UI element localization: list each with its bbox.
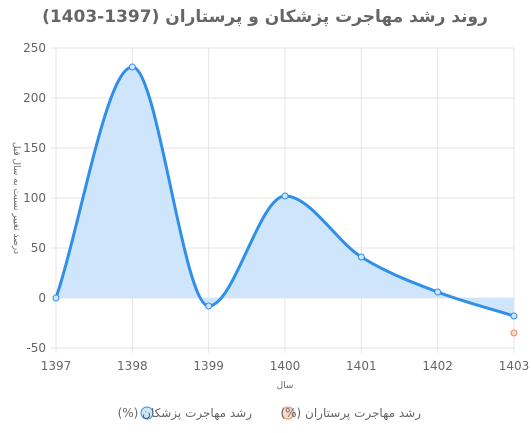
legend-marker[interactable] <box>140 406 154 420</box>
legend-marker[interactable] <box>281 406 295 420</box>
data-point[interactable] <box>52 294 60 302</box>
legend-label[interactable]: (%) رشد مهاجرت پرستاران <box>280 406 421 421</box>
legend[interactable]: (%) رشد مهاجرت پزشکان (%) رشد مهاجرت پرست… <box>118 406 422 421</box>
data-point[interactable] <box>128 63 136 71</box>
data-point[interactable] <box>357 253 365 261</box>
data-point[interactable] <box>510 329 518 337</box>
y-axis-label: درصد تغییر نسبت به سال قبل <box>11 142 21 254</box>
x-axis-label: سال <box>277 381 294 391</box>
y-tick-label: 50 <box>31 241 46 255</box>
x-tick-label: 1399 <box>193 359 224 373</box>
y-tick-label: 200 <box>23 91 46 105</box>
x-tick-label: 1401 <box>346 359 377 373</box>
x-tick-label: 1398 <box>117 359 148 373</box>
data-point[interactable] <box>434 288 442 296</box>
data-point[interactable] <box>510 312 518 320</box>
data-point[interactable] <box>281 192 289 200</box>
y-tick-label: 100 <box>23 191 46 205</box>
series-line <box>54 65 515 318</box>
x-tick-label: 1402 <box>422 359 453 373</box>
series <box>52 63 518 337</box>
tick-labels: -50 0 50 100 150 200 250 1397 1398 1399 1400 1401 14… <box>23 41 529 373</box>
x-tick-label: 1400 <box>270 359 301 373</box>
chart-title: روند رشد مهاجرت پزشکان و پرستاران (1397-… <box>42 7 488 27</box>
legend-label[interactable]: (%) رشد مهاجرت پزشکان <box>118 406 253 421</box>
data-point[interactable] <box>205 302 213 310</box>
y-tick-label: 150 <box>23 141 46 155</box>
x-tick-label: 1403 <box>499 359 530 373</box>
series-area <box>56 67 514 316</box>
x-tick-label: 1397 <box>41 359 72 373</box>
y-tick-label: 250 <box>23 41 46 55</box>
y-tick-label: -50 <box>26 341 46 355</box>
y-tick-label: 0 <box>38 291 46 305</box>
